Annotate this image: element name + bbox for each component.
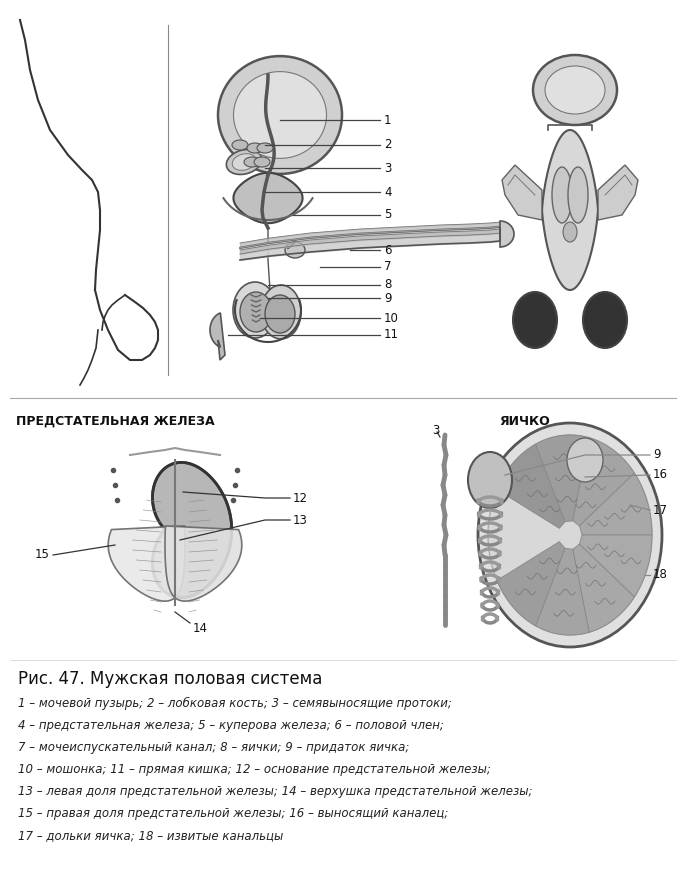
Polygon shape (152, 462, 232, 598)
Ellipse shape (285, 242, 305, 258)
Ellipse shape (568, 167, 588, 223)
Text: 1: 1 (384, 113, 392, 127)
Ellipse shape (233, 71, 327, 159)
Text: 7 – мочеиспускательный канал; 8 – яички; 9 – придаток яичка;: 7 – мочеиспускательный канал; 8 – яички;… (18, 741, 410, 754)
Text: 10: 10 (384, 312, 399, 324)
Ellipse shape (488, 435, 652, 635)
Polygon shape (233, 173, 303, 224)
Text: 3: 3 (384, 161, 392, 175)
Ellipse shape (478, 423, 662, 647)
Text: 10 – мошонка; 11 – прямая кишка; 12 – основание предстательной железы;: 10 – мошонка; 11 – прямая кишка; 12 – ос… (18, 763, 491, 776)
Text: 14: 14 (193, 622, 208, 634)
Ellipse shape (567, 438, 603, 482)
Text: 15: 15 (35, 549, 50, 561)
Ellipse shape (265, 295, 295, 333)
Ellipse shape (257, 143, 273, 153)
Ellipse shape (254, 157, 270, 167)
Ellipse shape (261, 285, 301, 339)
Text: 4: 4 (384, 185, 392, 199)
Ellipse shape (233, 282, 277, 338)
Text: 17: 17 (653, 503, 668, 517)
Polygon shape (500, 221, 514, 247)
Text: 9: 9 (653, 448, 661, 462)
Ellipse shape (583, 292, 627, 348)
Ellipse shape (513, 292, 557, 348)
Ellipse shape (244, 157, 260, 167)
Text: 6: 6 (384, 243, 392, 257)
Text: 16: 16 (653, 469, 668, 481)
Polygon shape (497, 444, 565, 528)
Text: 17 – дольки яичка; 18 – извитые канальцы: 17 – дольки яичка; 18 – извитые канальцы (18, 829, 283, 842)
Polygon shape (598, 165, 638, 220)
Ellipse shape (240, 292, 272, 332)
Ellipse shape (468, 452, 512, 508)
Polygon shape (497, 542, 565, 625)
Text: ЯИЧКО: ЯИЧКО (499, 415, 550, 428)
Polygon shape (580, 473, 652, 535)
Polygon shape (108, 526, 185, 601)
Polygon shape (536, 435, 589, 522)
Text: 13: 13 (293, 513, 308, 527)
Text: 12: 12 (293, 492, 308, 504)
Text: 11: 11 (384, 329, 399, 341)
Text: ПРЕДСТАТЕЛЬНАЯ ЖЕЛЕЗА: ПРЕДСТАТЕЛЬНАЯ ЖЕЛЕЗА (16, 415, 214, 428)
Polygon shape (165, 526, 241, 601)
Ellipse shape (533, 55, 617, 125)
Text: 13 – левая доля предстательной железы; 14 – верхушка предстательной железы;: 13 – левая доля предстательной железы; 1… (18, 785, 532, 798)
Text: Рис. 47. Мужская половая система: Рис. 47. Мужская половая система (18, 670, 322, 688)
Text: 5: 5 (384, 208, 392, 222)
Polygon shape (536, 548, 589, 635)
Ellipse shape (247, 143, 263, 153)
Text: 4 – предстательная железа; 5 – куперова железа; 6 – половой член;: 4 – предстательная железа; 5 – куперова … (18, 719, 444, 732)
Ellipse shape (545, 66, 605, 114)
Text: 18: 18 (653, 568, 668, 582)
Polygon shape (573, 544, 635, 633)
Text: 2: 2 (384, 138, 392, 151)
Text: 1 – мочевой пузырь; 2 – лобковая кость; 3 – семявыносящие протоки;: 1 – мочевой пузырь; 2 – лобковая кость; … (18, 697, 452, 710)
Text: 9: 9 (384, 291, 392, 305)
Ellipse shape (563, 222, 577, 242)
Text: 7: 7 (384, 260, 392, 274)
Polygon shape (573, 437, 635, 526)
Ellipse shape (233, 153, 256, 170)
Polygon shape (542, 130, 598, 290)
Ellipse shape (218, 56, 342, 174)
Ellipse shape (232, 140, 248, 150)
Text: 3: 3 (432, 423, 439, 437)
Polygon shape (580, 535, 652, 597)
Text: 15 – правая доля предстательной железы; 16 – выносящий каналец;: 15 – правая доля предстательной железы; … (18, 807, 449, 820)
Text: 8: 8 (384, 279, 392, 291)
Polygon shape (502, 165, 542, 220)
Ellipse shape (226, 150, 261, 175)
Ellipse shape (552, 167, 572, 223)
Polygon shape (210, 313, 225, 360)
